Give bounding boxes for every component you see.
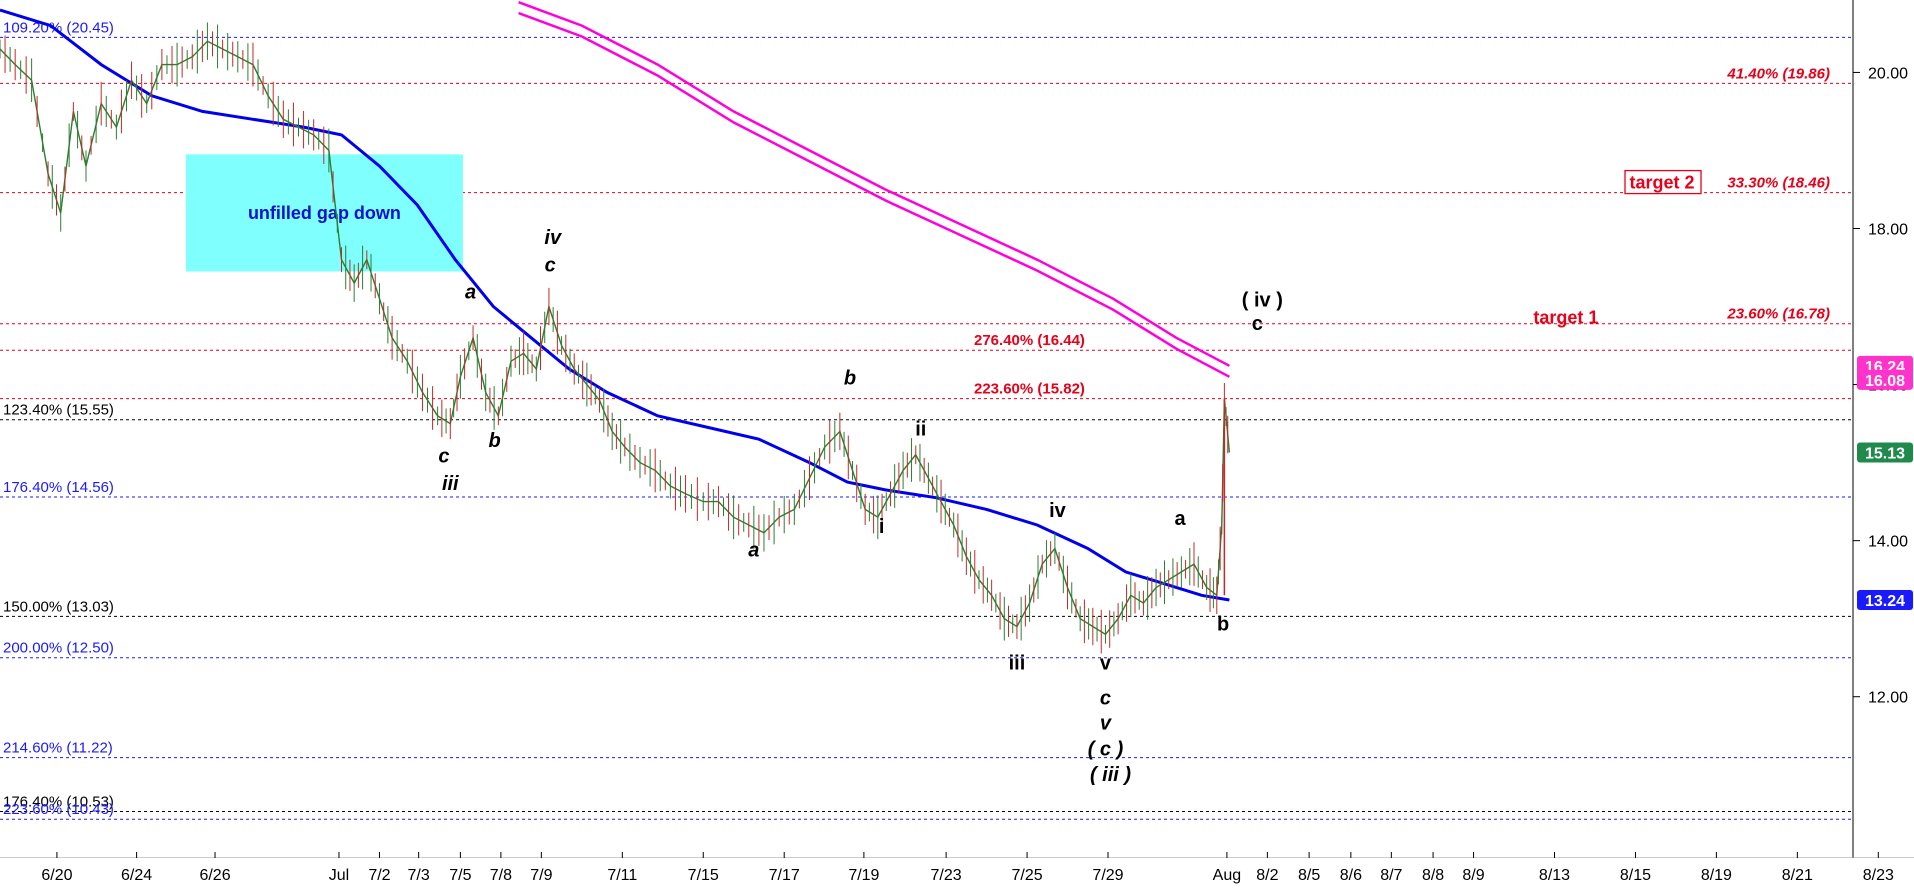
wave-label: v: [1100, 652, 1112, 674]
wave-label: b: [844, 368, 856, 390]
gap-zone: unfilled gap down: [185, 154, 463, 272]
wave-label: b: [488, 430, 500, 452]
x-tick-label: 7/9: [530, 867, 552, 884]
y-tick-label: 20.00: [1868, 65, 1908, 82]
fib-label: 23.60% (16.78): [1726, 306, 1830, 323]
y-tick-label: 18.00: [1868, 222, 1908, 239]
x-tick-label: 7/15: [688, 867, 719, 884]
fib-label: 223.60% (15.82): [974, 381, 1085, 398]
x-tick-label: 8/19: [1701, 867, 1732, 884]
x-tick-label: 8/2: [1256, 867, 1278, 884]
fib-label: 176.40% (10.53): [3, 793, 114, 810]
fib-label: 109.20% (20.45): [3, 19, 114, 36]
ma-blue: [0, 8, 1230, 602]
wave-label: a: [465, 282, 476, 304]
wave-label: c: [438, 446, 449, 468]
x-tick-label: 8/9: [1462, 867, 1484, 884]
x-tick-label: 8/7: [1380, 867, 1402, 884]
fib-label: 176.40% (14.56): [3, 479, 114, 496]
fib-label: 33.30% (18.46): [1727, 175, 1830, 192]
wave-label: ii: [915, 418, 926, 440]
gap-label: unfilled gap down: [248, 203, 401, 223]
price-tag-label: 16.08: [1865, 373, 1905, 390]
wave-label: i: [879, 516, 885, 538]
gap-rect: [185, 154, 463, 272]
y-tick-label: 14.00: [1868, 534, 1908, 551]
fib-label: 223.60% (10.43): [3, 801, 114, 818]
wave-label: a: [1175, 508, 1187, 530]
fib-label: 123.40% (15.55): [3, 402, 114, 419]
price-tag: [1857, 369, 1913, 390]
wave-label: iv: [544, 227, 563, 249]
ma-magenta-lower: [518, 11, 1230, 378]
x-tick-label: Aug: [1213, 867, 1241, 884]
price-tag: [1857, 589, 1913, 610]
price-tag-label: 15.13: [1865, 445, 1905, 462]
x-tick-label: 8/13: [1539, 867, 1570, 884]
wave-label: iii: [442, 473, 459, 495]
x-tick-label: 7/19: [848, 867, 879, 884]
x-tick-label: 7/8: [490, 867, 512, 884]
price-series: [0, 22, 1231, 654]
price-tag-label: 13.24: [1865, 593, 1905, 610]
fib-label: 150.00% (13.03): [3, 598, 114, 615]
x-tick-label: 8/8: [1422, 867, 1444, 884]
wave-label: iv: [1049, 500, 1067, 522]
x-tick-label: 8/5: [1298, 867, 1320, 884]
x-tick-label: 7/17: [769, 867, 800, 884]
y-tick-label: 12.00: [1868, 690, 1908, 707]
wave-label: c: [1100, 688, 1111, 710]
fib-label: 214.60% (11.22): [3, 740, 113, 757]
x-tick-label: 7/2: [368, 867, 390, 884]
wave-label: a: [748, 539, 759, 561]
wave-label: ( c ): [1088, 738, 1124, 760]
fib-label: 276.40% (16.44): [974, 332, 1085, 349]
wave-label: b: [1217, 613, 1229, 635]
fibonacci-levels: 109.20% (20.45) 41.40% (19.86) 33.30% (18.…: [0, 19, 1853, 820]
x-tick-label: Jul: [329, 867, 349, 884]
wave-label: ( iii ): [1090, 764, 1131, 786]
fib-label: 200.00% (12.50): [3, 640, 114, 657]
x-tick-label: 6/24: [121, 867, 152, 884]
x-tick-label: 7/3: [408, 867, 430, 884]
x-tick-label: 7/23: [931, 867, 962, 884]
moving-averages: [0, 1, 1230, 602]
wave-label: v: [1100, 713, 1113, 735]
wave-label: ( iv ): [1242, 290, 1283, 312]
ma-magenta-upper: [518, 1, 1230, 367]
x-tick-label: 8/21: [1782, 867, 1813, 884]
wave-label: c: [545, 254, 556, 276]
x-tick-label: 7/11: [607, 867, 637, 884]
x-tick-label: 7/25: [1011, 867, 1042, 884]
target-box: [1624, 169, 1702, 195]
fib-label: 41.40% (19.86): [1726, 65, 1830, 82]
x-tick-label: 8/6: [1340, 867, 1362, 884]
x-tick-label: 8/23: [1863, 867, 1894, 884]
x-tick-label: 6/26: [199, 867, 230, 884]
wave-label: c: [1252, 313, 1263, 335]
x-tick-label: 6/20: [41, 867, 72, 884]
x-tick-label: 8/15: [1620, 867, 1651, 884]
target-label: target 2: [1629, 173, 1694, 193]
wave-label: iii: [1009, 652, 1026, 674]
price-tag: [1857, 442, 1913, 463]
target-label: target 1: [1533, 308, 1598, 328]
x-tick-label: 7/29: [1092, 867, 1123, 884]
x-tick-label: 7/5: [449, 867, 471, 884]
x-axis-band: [0, 858, 1914, 890]
